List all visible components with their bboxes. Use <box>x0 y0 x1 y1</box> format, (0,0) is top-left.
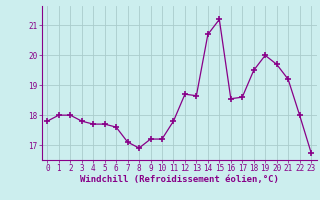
X-axis label: Windchill (Refroidissement éolien,°C): Windchill (Refroidissement éolien,°C) <box>80 175 279 184</box>
